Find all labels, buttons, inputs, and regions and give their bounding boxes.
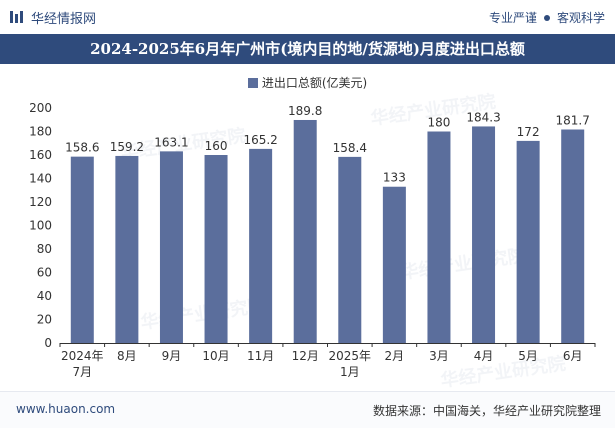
x-tick-label: 6月: [563, 349, 583, 363]
top-bar: 华经情报网 专业严谨 客观科学: [0, 0, 615, 34]
y-tick-label: 40: [37, 289, 52, 303]
data-label: 184.3: [466, 110, 500, 124]
x-tick-label: 8月: [117, 349, 137, 363]
x-tick-label: 2月: [385, 349, 405, 363]
footer: www.huaon.com 数据来源：中国海关，华经产业研究院整理: [0, 391, 615, 428]
brand-name: 华经情报网: [31, 11, 97, 27]
tagline-right: 客观科学: [556, 11, 605, 25]
x-tick-label: 7月: [72, 365, 92, 379]
x-tick-label: 4月: [474, 349, 494, 363]
data-label: 172: [517, 125, 540, 139]
bar: [159, 151, 183, 343]
data-label: 163.1: [154, 135, 188, 149]
brand-logo-icon: [10, 11, 23, 23]
bar: [204, 155, 228, 343]
website-link[interactable]: www.huaon.com: [16, 402, 116, 416]
bar-chart: 0 20 40 60 80 100 120 140 160 180 200 158.6 2024年 7月 1…: [29, 101, 596, 379]
y-tick-label: 0: [44, 336, 52, 350]
bar: [115, 155, 139, 343]
x-tick-label: 2025年: [329, 349, 372, 363]
bar: [472, 126, 496, 343]
x-tick-label: 2024年: [61, 349, 104, 363]
data-label: 160: [205, 139, 228, 153]
data-label: 158.6: [65, 141, 99, 155]
bar: [70, 156, 94, 343]
y-tick-label: 20: [37, 313, 52, 327]
bar: [516, 140, 540, 343]
data-source: 数据来源：中国海关，华经产业研究院整理: [372, 404, 601, 418]
tagline-left: 专业严谨: [488, 11, 537, 25]
legend: 进出口总额(亿美元): [0, 74, 615, 91]
tagline: 专业严谨 客观科学: [489, 9, 605, 26]
data-label: 180: [428, 116, 451, 130]
data-label: 158.4: [333, 141, 367, 155]
chart-title: 2024-2025年6月年广州市(境内目的地/货源地)月度进出口总额: [90, 40, 525, 58]
x-tick-label: 10月: [202, 349, 229, 363]
bar: [338, 156, 362, 343]
data-label: 165.2: [243, 133, 277, 147]
data-label: 181.7: [556, 114, 590, 128]
y-tick-label: 180: [29, 125, 52, 139]
y-tick-label: 80: [37, 242, 52, 256]
dot-icon: [543, 14, 550, 21]
x-tick-label: 3月: [429, 349, 449, 363]
title-bar: 2024-2025年6月年广州市(境内目的地/货源地)月度进出口总额: [0, 34, 615, 64]
y-tick-label: 100: [29, 219, 52, 233]
x-tick-label: 5月: [518, 349, 538, 363]
bar: [382, 186, 406, 343]
y-tick-label: 120: [29, 195, 52, 209]
y-tick-label: 60: [37, 266, 52, 280]
y-tick-label: 200: [29, 101, 52, 115]
brand[interactable]: 华经情报网: [9, 7, 96, 27]
legend-label: 进出口总额(亿美元): [261, 76, 368, 90]
legend-swatch: [247, 77, 258, 88]
x-tick-label: 9月: [162, 349, 182, 363]
x-tick-label: 1月: [340, 365, 360, 379]
x-tick-label: 12月: [292, 349, 319, 363]
y-tick-label: 140: [29, 172, 52, 186]
x-tick-label: 11月: [247, 349, 274, 363]
data-label: 189.8: [288, 104, 322, 118]
bar: [427, 131, 451, 343]
data-label: 133: [383, 171, 406, 185]
bar: [561, 129, 585, 343]
y-tick-label: 160: [29, 148, 52, 162]
bar: [293, 119, 317, 343]
bar: [249, 148, 273, 343]
data-label: 159.2: [110, 140, 144, 154]
